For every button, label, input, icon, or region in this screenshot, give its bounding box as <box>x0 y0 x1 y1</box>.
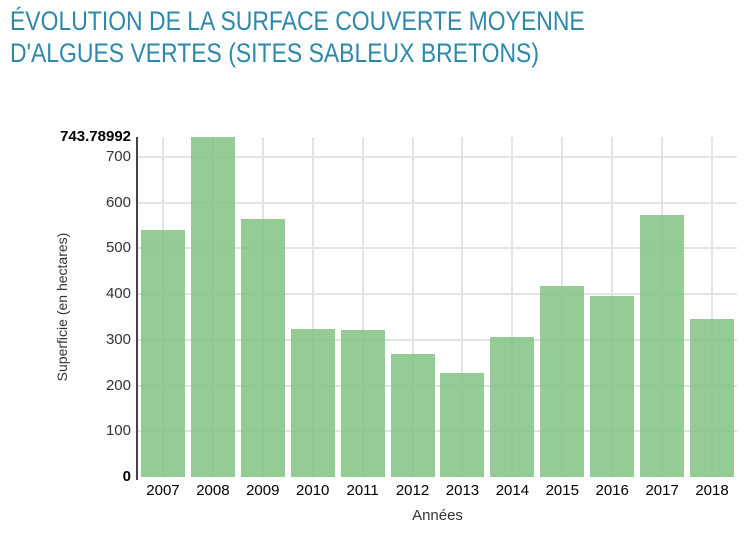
y-axis-max-value-label: 743.78992 <box>60 128 131 145</box>
plot-area <box>138 137 737 477</box>
x-tick-2010: 2010 <box>296 482 330 499</box>
x-tick-2016: 2016 <box>595 482 629 499</box>
chart-title-line2: D'ALGUES VERTES (SITES SABLEUX BRETONS) <box>10 38 539 68</box>
y-tick-200: 200 <box>105 376 131 394</box>
chart-title-line1: ÉVOLUTION DE LA SURFACE COUVERTE MOYENNE <box>10 6 585 36</box>
bar-2012[interactable] <box>390 353 435 477</box>
gridline-y-200 <box>138 384 737 387</box>
gridline-y-100 <box>138 430 737 433</box>
bar-2018[interactable] <box>690 319 735 477</box>
y-tick-0: 0 <box>122 468 131 485</box>
gridline-x-2010 <box>311 137 314 477</box>
x-tick-2014: 2014 <box>495 482 530 499</box>
x-tick-2008: 2008 <box>196 482 230 499</box>
bar-2015[interactable] <box>540 285 585 477</box>
gridline-x-2012 <box>411 137 414 477</box>
y-tick-400: 400 <box>105 285 131 303</box>
x-tick-2015: 2015 <box>545 482 579 499</box>
bar-2014[interactable] <box>490 337 535 477</box>
y-tick-300: 300 <box>105 330 131 348</box>
gridline-y-300 <box>138 338 737 341</box>
x-tick-2018: 2018 <box>695 482 729 499</box>
bar-2009[interactable] <box>240 218 285 477</box>
gridline-y-600 <box>138 201 737 204</box>
bar-2011[interactable] <box>340 330 385 477</box>
x-tick-2011: 2011 <box>346 482 379 499</box>
y-tick-500: 500 <box>105 239 131 257</box>
gridline-x-2018 <box>711 137 714 477</box>
gridline-x-2011 <box>361 137 364 477</box>
bar-2017[interactable] <box>640 215 685 477</box>
bar-2013[interactable] <box>440 372 485 477</box>
gridline-y-400 <box>138 293 737 296</box>
x-tick-2012: 2012 <box>395 482 430 499</box>
y-axis-line <box>136 137 138 480</box>
x-tick-2013: 2013 <box>445 482 480 499</box>
bar-2010[interactable] <box>290 328 335 477</box>
chart-title: ÉVOLUTION DE LA SURFACE COUVERTE MOYENNE… <box>10 5 585 69</box>
bar-2016[interactable] <box>590 295 635 477</box>
x-tick-2009: 2009 <box>246 482 280 499</box>
gridline-y-500 <box>138 247 737 250</box>
x-tick-2017: 2017 <box>645 482 679 499</box>
y-tick-600: 600 <box>105 193 131 211</box>
gridline-x-2013 <box>461 137 464 477</box>
y-tick-700: 700 <box>105 148 131 166</box>
x-axis-title: Années <box>412 507 463 524</box>
gridline-y-700 <box>138 156 737 159</box>
gridline-x-2014 <box>511 137 514 477</box>
bar-2007[interactable] <box>140 229 185 477</box>
x-tick-2007: 2007 <box>146 482 180 499</box>
y-tick-100: 100 <box>105 422 131 440</box>
bar-2008[interactable] <box>190 137 235 477</box>
